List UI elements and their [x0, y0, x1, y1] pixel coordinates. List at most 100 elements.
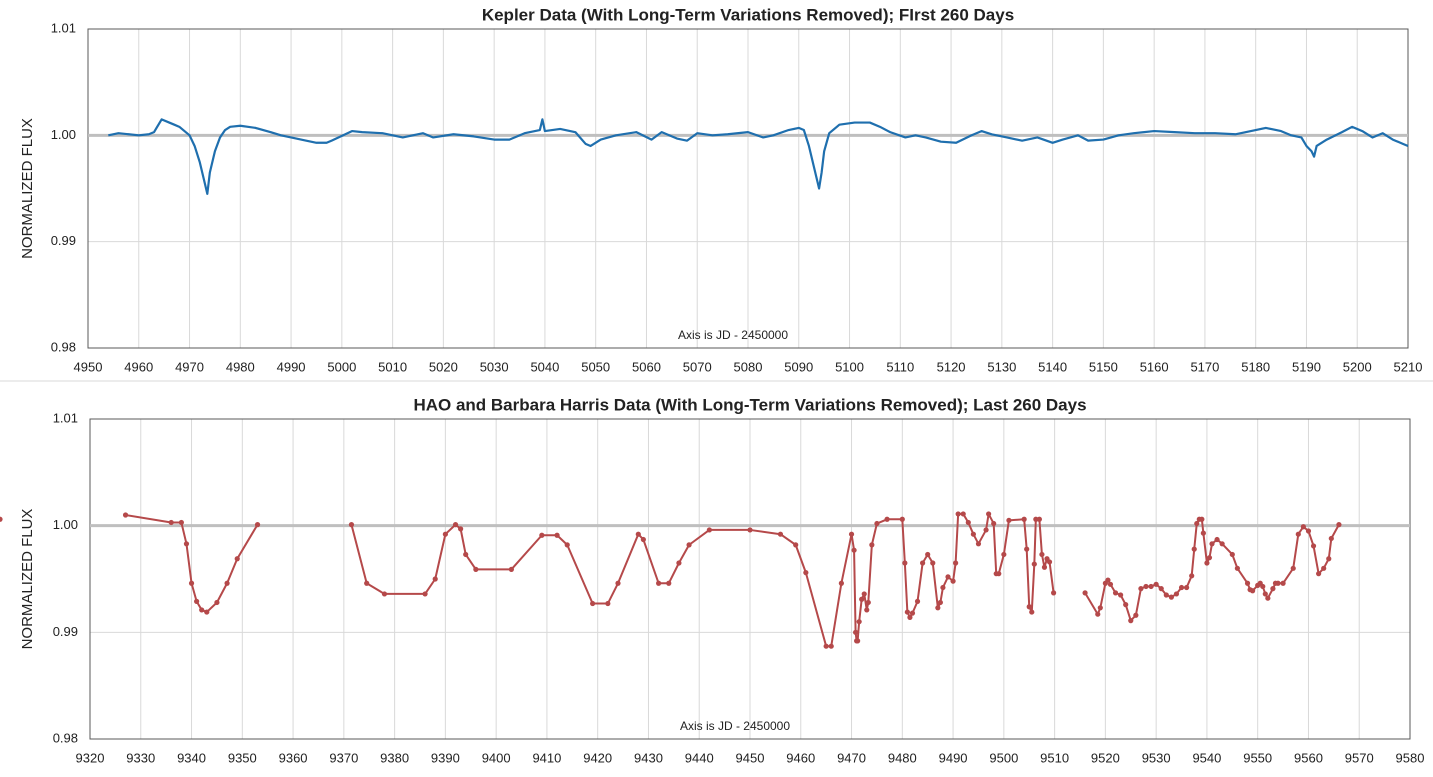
- data-point: [564, 542, 570, 548]
- data-point: [899, 516, 905, 522]
- y-tick-label: 1.01: [53, 410, 78, 425]
- y-axis-label: NORMALIZED FLUX: [19, 509, 36, 650]
- data-point: [996, 571, 1002, 577]
- data-point: [930, 560, 936, 566]
- y-tick-label: 1.00: [51, 127, 76, 142]
- data-point: [1051, 590, 1057, 596]
- data-point: [1194, 520, 1200, 527]
- data-point: [615, 580, 621, 586]
- x-tick-label: 9550: [1243, 750, 1272, 765]
- x-tick-label: 9400: [482, 750, 511, 765]
- x-tick-label: 5140: [1038, 359, 1067, 374]
- x-tick-label: 9340: [177, 750, 206, 765]
- data-point: [656, 580, 662, 586]
- annotation: Axis is JD - 2450000: [678, 328, 788, 342]
- x-tick-label: 9450: [736, 750, 765, 765]
- data-point: [1039, 551, 1045, 558]
- x-tick-label: 9540: [1192, 750, 1221, 765]
- data-point: [1026, 604, 1032, 610]
- data-point: [945, 574, 951, 580]
- data-point: [1158, 586, 1164, 592]
- data-point: [1204, 560, 1210, 566]
- data-point: [348, 522, 355, 528]
- data-point: [1041, 564, 1048, 570]
- data-point: [851, 547, 857, 553]
- data-point: [1191, 546, 1197, 552]
- data-point: [1305, 528, 1312, 534]
- x-tick-label: 5130: [987, 359, 1016, 374]
- data-point: [640, 536, 646, 543]
- plot-frame: [87, 28, 1409, 349]
- data-point: [1118, 592, 1124, 598]
- data-point: [1200, 530, 1206, 536]
- x-tick-label: 5190: [1292, 359, 1321, 374]
- data-point: [590, 600, 596, 607]
- data-point: [214, 599, 220, 606]
- data-point: [1262, 591, 1268, 597]
- x-tick-label: 5020: [429, 359, 458, 374]
- data-point: [463, 551, 469, 558]
- data-point: [1270, 586, 1276, 592]
- x-tick-label: 5090: [784, 359, 813, 374]
- x-tick-label: 9410: [532, 750, 561, 765]
- data-point: [635, 531, 641, 537]
- data-point: [1189, 573, 1195, 579]
- data-point: [874, 520, 880, 527]
- data-point: [0, 516, 3, 522]
- y-axis-label: NORMALIZED FLUX: [19, 118, 36, 259]
- data-point: [554, 532, 560, 538]
- data-point: [793, 542, 799, 548]
- data-point: [1328, 535, 1334, 542]
- x-tick-label: 4980: [226, 359, 255, 374]
- data-point: [1260, 583, 1266, 590]
- data-point: [706, 527, 712, 533]
- x-tick-label: 5000: [327, 359, 356, 374]
- data-point: [1031, 561, 1037, 567]
- data-point: [1300, 524, 1306, 530]
- data-point: [199, 607, 205, 613]
- data-point: [1095, 611, 1101, 617]
- x-tick-label: 9500: [989, 750, 1018, 765]
- data-point: [458, 526, 464, 532]
- data-point: [539, 532, 545, 538]
- data-point: [1209, 541, 1215, 547]
- data-point: [865, 599, 871, 606]
- data-point: [1219, 541, 1225, 547]
- data-point: [884, 516, 890, 522]
- data-point: [960, 511, 966, 517]
- x-tick-label: 9530: [1142, 750, 1171, 765]
- data-point: [864, 607, 870, 613]
- y-tick-label: 0.99: [51, 233, 76, 248]
- data-point: [861, 591, 867, 597]
- data-point: [955, 511, 961, 517]
- data-point: [452, 522, 459, 528]
- x-tick-label: 4960: [124, 359, 153, 374]
- x-tick-label: 5070: [683, 359, 712, 374]
- data-point: [1105, 577, 1111, 583]
- x-tick-label: 9380: [380, 750, 409, 765]
- data-point: [666, 580, 672, 586]
- y-tick-label: 0.98: [51, 339, 76, 354]
- x-tick-label: 5010: [378, 359, 407, 374]
- x-tick-label: 9390: [431, 750, 460, 765]
- data-point: [950, 578, 956, 584]
- data-point: [676, 560, 682, 566]
- data-point: [1163, 592, 1169, 598]
- data-line: [125, 512, 1340, 648]
- data-point: [856, 619, 862, 625]
- data-point: [188, 580, 195, 586]
- data-point: [381, 591, 388, 597]
- data-point: [823, 643, 829, 649]
- data-point: [975, 541, 982, 547]
- x-tick-label: 9470: [837, 750, 866, 765]
- data-point: [432, 576, 438, 582]
- data-point: [1128, 618, 1134, 624]
- y-tick-label: 1.00: [53, 517, 78, 532]
- x-tick-label: 5030: [480, 359, 509, 374]
- data-point: [686, 542, 692, 548]
- data-point: [991, 520, 997, 527]
- data-point: [1206, 555, 1213, 561]
- data-point: [1082, 590, 1088, 596]
- data-point: [1046, 559, 1053, 565]
- data-point: [1033, 516, 1039, 522]
